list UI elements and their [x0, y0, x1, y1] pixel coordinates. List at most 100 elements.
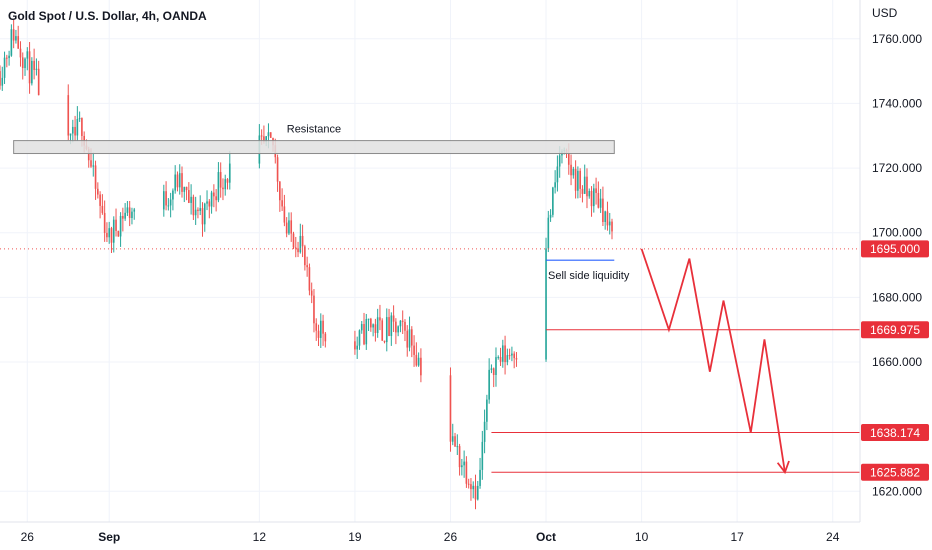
candle-up: [10, 29, 13, 56]
price-tag-label: 1625.882: [870, 465, 920, 479]
candle-up: [319, 320, 322, 338]
time-axis-tick-label: 10: [635, 530, 649, 544]
candle-down: [586, 176, 588, 197]
candle-down: [292, 233, 295, 248]
time-axis-tick-label: 12: [253, 530, 267, 544]
candle-down: [383, 340, 386, 343]
candle-down: [306, 265, 308, 268]
candle-down: [574, 168, 577, 191]
price-axis[interactable]: 1760.000 1740.000 1720.000 1700.000 1680.000…: [872, 32, 922, 499]
candle-down: [101, 205, 104, 213]
candle-up: [488, 369, 490, 400]
candle-down: [269, 132, 272, 138]
candle-up: [365, 319, 368, 345]
candle-down: [97, 188, 99, 195]
candle-down: [381, 320, 384, 341]
candle-up: [592, 188, 595, 207]
candle-down: [374, 324, 377, 333]
candle-up: [358, 330, 361, 346]
candle-up: [372, 324, 374, 328]
candle-up: [547, 217, 550, 249]
candle-down: [308, 267, 311, 291]
candle-down: [388, 317, 390, 336]
candle-up: [71, 126, 74, 134]
candle-down: [515, 358, 518, 360]
candle-up: [583, 176, 586, 194]
candle-up: [35, 68, 38, 70]
time-axis-tick-label: 26: [21, 530, 35, 544]
candle-down: [567, 153, 570, 165]
candle-down: [449, 375, 452, 442]
candle-down: [176, 174, 179, 188]
candle-down: [370, 318, 372, 328]
candle-up: [119, 215, 122, 237]
candle-down: [570, 164, 572, 176]
candle-down: [317, 330, 320, 338]
chart-title: Gold Spot / U.S. Dollar, 4h, OANDA: [8, 9, 207, 23]
candle-down: [413, 345, 415, 355]
candle-up: [511, 353, 513, 356]
candle-down: [420, 357, 422, 376]
candle-up: [549, 214, 552, 218]
candle-down: [499, 356, 502, 362]
candle-up: [69, 133, 72, 136]
candle-up: [397, 326, 399, 333]
candle-up: [199, 208, 202, 211]
price-axis-tick-label: 1720.000: [872, 161, 922, 175]
time-axis-tick-label: 26: [444, 530, 458, 544]
candle-up: [399, 320, 402, 327]
candle-down: [122, 215, 124, 219]
candle-down: [401, 320, 404, 322]
candle-up: [552, 187, 554, 215]
candle-down: [213, 192, 215, 197]
candle-down: [12, 29, 15, 41]
candle-down: [181, 173, 183, 192]
candle-down: [508, 355, 511, 357]
price-tags: 1695.000 1669.975 1638.174 1625.882: [861, 240, 929, 481]
candle-down: [279, 181, 281, 201]
time-axis-tick-label: 17: [730, 530, 744, 544]
candle-up: [577, 170, 579, 191]
candle-up: [178, 173, 181, 188]
sell-side-liquidity[interactable]: Sell side liquidity: [546, 259, 630, 282]
candle-down: [379, 317, 381, 321]
candle-down: [310, 290, 313, 296]
sell-side-liquidity-label: Sell side liquidity: [548, 270, 630, 282]
candle-down: [185, 186, 188, 191]
candle-down: [188, 190, 190, 203]
candle-up: [76, 119, 79, 136]
candle-down: [467, 483, 470, 485]
candle-up: [588, 191, 591, 197]
time-axis[interactable]: 26 Sep 12 19 26 Oct 10 17 24: [21, 530, 840, 544]
candle-up: [506, 355, 509, 363]
candle-down: [454, 436, 456, 447]
grid: [0, 0, 860, 522]
candle-up: [124, 212, 126, 219]
candle-down: [99, 194, 101, 206]
candle-up: [174, 174, 177, 191]
candle-up: [133, 209, 136, 212]
price-axis-tick-label: 1680.000: [872, 290, 922, 304]
price-axis-tick-label: 1700.000: [872, 226, 922, 240]
resistance-zone[interactable]: Resistance: [13, 124, 615, 155]
candle-up: [206, 201, 208, 204]
candle-down: [283, 206, 286, 223]
candle-down: [222, 187, 224, 190]
candle-down: [474, 485, 477, 500]
candle-up: [490, 368, 493, 370]
candle-down: [128, 207, 131, 219]
candle-up: [299, 235, 302, 253]
candle-up: [501, 345, 504, 362]
candle-down: [263, 136, 265, 142]
projection-path[interactable]: [640, 248, 786, 473]
resistance-box[interactable]: [13, 140, 615, 155]
candle-down: [458, 446, 461, 468]
candle-up: [604, 211, 607, 222]
candle-down: [492, 368, 495, 375]
candle-down: [581, 188, 584, 194]
candle-up: [463, 461, 465, 466]
price-tag: [861, 424, 929, 442]
candle-down: [110, 228, 113, 243]
candle-up: [15, 36, 17, 41]
